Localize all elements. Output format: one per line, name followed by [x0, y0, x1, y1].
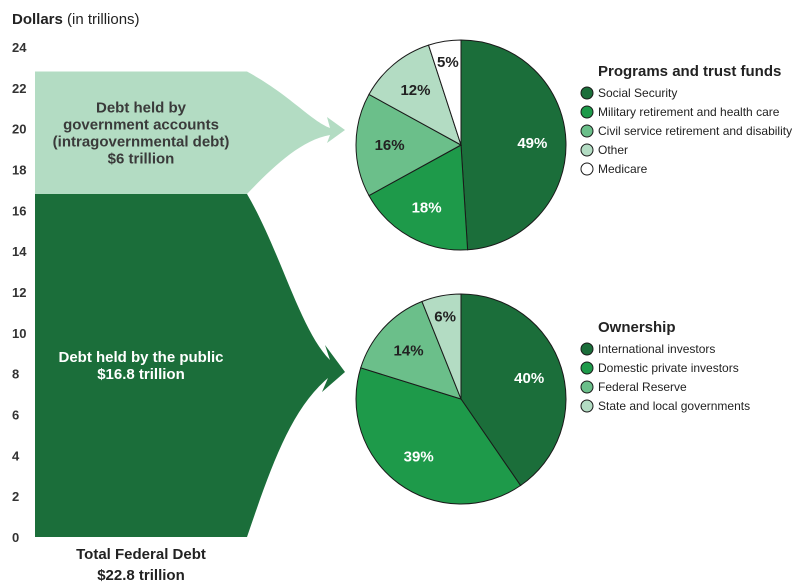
- legend-swatch: [580, 86, 594, 100]
- y-tick-label: 4: [12, 448, 20, 463]
- pie-slice-label: 14%: [394, 343, 424, 360]
- y-tick-label: 6: [12, 408, 19, 423]
- pie-slice-label: 16%: [375, 137, 405, 154]
- pie-slice-label: 49%: [517, 135, 547, 152]
- pie-slice: [355, 367, 522, 505]
- pie-slice: [460, 39, 567, 251]
- pie-slice: [460, 293, 567, 487]
- y-tick-label: 20: [12, 122, 26, 137]
- y-tick-label: 24: [12, 40, 27, 55]
- legend-label: State and local governments: [598, 399, 750, 413]
- legend-label: Medicare: [598, 162, 648, 176]
- y-tick-label: 12: [12, 285, 26, 300]
- pie-slice-label: 6%: [434, 309, 456, 326]
- arrow-to-ownership-pie: [247, 194, 345, 537]
- bar-segment-label: government accounts: [63, 116, 219, 133]
- legend-swatch: [580, 143, 594, 157]
- y-tick-label: 18: [12, 163, 26, 178]
- pie-slice-label: 39%: [404, 448, 434, 465]
- pie-slice-label: 40%: [514, 370, 544, 387]
- y-axis-title: Dollars (in trillions): [12, 11, 140, 28]
- legend-swatch: [580, 162, 594, 176]
- legend-title: Ownership: [598, 319, 676, 336]
- legend-swatch: [580, 380, 594, 394]
- arrow-to-programs-pie: [247, 71, 345, 194]
- bar-segment-label: Debt held by: [96, 99, 187, 116]
- pie-slice: [368, 144, 469, 251]
- bar-segment-label: Debt held by the public: [58, 349, 223, 366]
- pie-slice: [368, 44, 462, 147]
- bar-segment: [35, 71, 247, 194]
- legend-label: International investors: [598, 342, 715, 356]
- y-tick-label: 0: [12, 530, 19, 545]
- pie-slice-label: 18%: [412, 200, 442, 217]
- pie-slice: [421, 293, 462, 400]
- y-tick-label: 10: [12, 326, 26, 341]
- y-tick-label: 2: [12, 489, 19, 504]
- legend-swatch: [580, 361, 594, 375]
- y-tick-label: 22: [12, 81, 26, 96]
- bar-segment: [35, 194, 247, 537]
- pie-slice: [360, 300, 462, 400]
- pie-slice-label: 12%: [400, 82, 430, 99]
- legend-label: Domestic private investors: [598, 361, 739, 375]
- bar-segment-label: $6 trillion: [108, 150, 175, 167]
- y-tick-label: 8: [12, 367, 19, 382]
- legend-label: Federal Reserve: [598, 380, 687, 394]
- bar-segment-label: (intragovernmental debt): [53, 133, 230, 150]
- legend-title: Programs and trust funds: [598, 63, 781, 80]
- pie-slice: [355, 93, 463, 197]
- x-axis-label: Total Federal Debt: [76, 546, 206, 563]
- legend-label: Civil service retirement and disability: [598, 124, 792, 138]
- legend-label: Social Security: [598, 86, 677, 100]
- pie-slice-label: 5%: [437, 54, 459, 71]
- legend-label: Other: [598, 143, 628, 157]
- x-axis-label: $22.8 trillion: [97, 567, 185, 584]
- legend-swatch: [580, 105, 594, 119]
- y-tick-label: 14: [12, 244, 27, 259]
- y-tick-label: 16: [12, 203, 26, 218]
- legend-swatch: [580, 342, 594, 356]
- legend-swatch: [580, 399, 594, 413]
- legend-swatch: [580, 124, 594, 138]
- pie-slice: [427, 39, 462, 146]
- legend-label: Military retirement and health care: [598, 105, 780, 119]
- bar-segment-label: $16.8 trillion: [97, 366, 185, 383]
